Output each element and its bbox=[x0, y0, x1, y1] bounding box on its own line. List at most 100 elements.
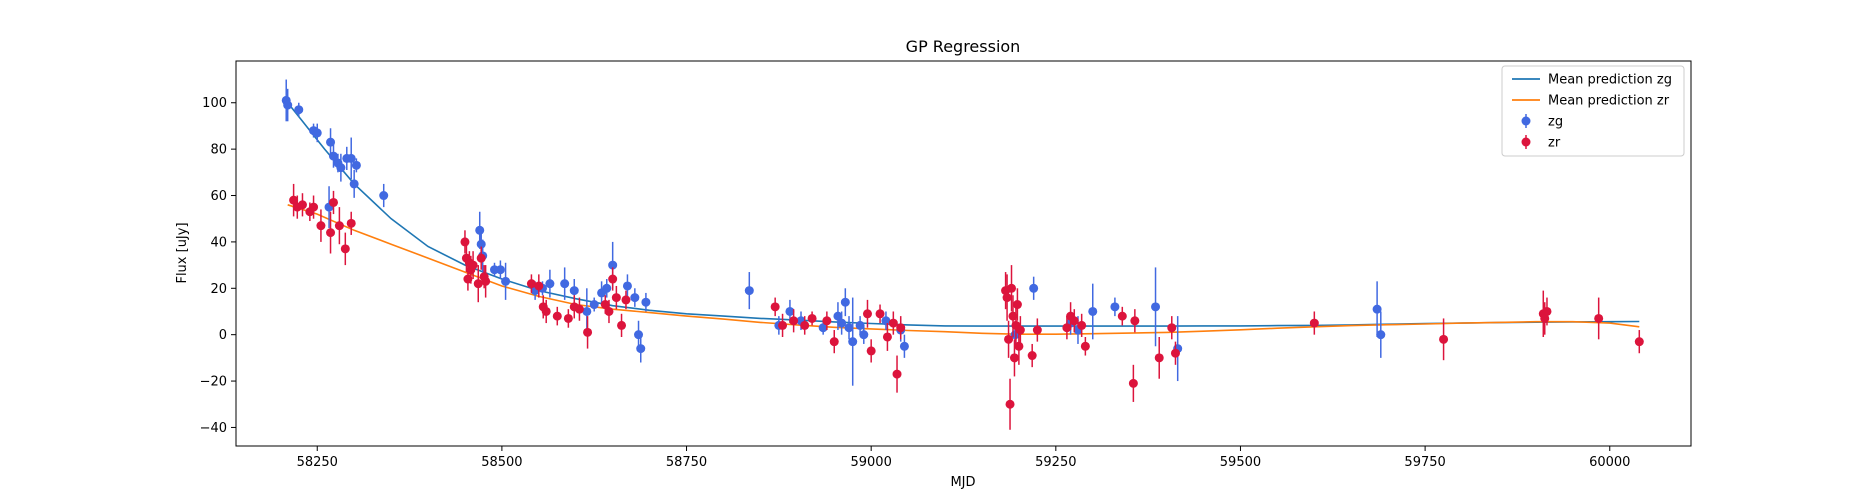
marker-zr bbox=[473, 279, 483, 289]
marker-zr bbox=[1542, 306, 1552, 316]
point-zr bbox=[1130, 309, 1140, 333]
marker-zg bbox=[833, 311, 843, 321]
legend-label-zr: zr bbox=[1548, 136, 1561, 151]
marker-zr bbox=[822, 316, 832, 326]
y-tick-label: −40 bbox=[200, 421, 227, 436]
point-zg bbox=[1151, 267, 1161, 347]
marker-zg bbox=[844, 323, 854, 333]
marker-zr bbox=[297, 200, 307, 210]
marker-zg bbox=[582, 306, 592, 316]
plot-frame bbox=[235, 60, 1692, 447]
marker-zg bbox=[475, 225, 485, 235]
x-tick-label: 59750 bbox=[1404, 455, 1445, 470]
marker-zg bbox=[545, 279, 555, 289]
point-zg bbox=[349, 170, 359, 198]
marker-zr bbox=[617, 320, 627, 330]
y-tick-label: 80 bbox=[210, 143, 227, 158]
point-zr bbox=[328, 190, 338, 215]
point-zr bbox=[1439, 318, 1449, 361]
marker-zr bbox=[600, 300, 610, 310]
marker-zr bbox=[583, 327, 593, 337]
marker-zr bbox=[1594, 313, 1604, 323]
y-tick-label: 0 bbox=[219, 328, 227, 343]
marker-zg bbox=[602, 283, 612, 293]
marker-zg bbox=[608, 260, 618, 270]
marker-zr bbox=[866, 346, 876, 356]
point-zr bbox=[1077, 313, 1087, 337]
marker-zr bbox=[1009, 353, 1019, 363]
point-zg bbox=[501, 262, 511, 300]
marker-zg bbox=[501, 276, 511, 286]
marker-zr bbox=[534, 281, 544, 291]
point-zg bbox=[545, 269, 555, 298]
marker-zr bbox=[1012, 300, 1022, 310]
point-zg bbox=[351, 158, 361, 173]
marker-zg bbox=[1110, 302, 1120, 312]
point-zr bbox=[866, 339, 876, 363]
marker-zr bbox=[328, 197, 338, 207]
x-axis-label: MJD bbox=[950, 475, 975, 490]
y-axis-label: Flux [uJy] bbox=[175, 222, 190, 283]
point-zr bbox=[1007, 265, 1017, 312]
point-zr bbox=[862, 299, 872, 328]
marker-zr bbox=[1117, 311, 1127, 321]
point-zr bbox=[1170, 341, 1180, 365]
point-zr bbox=[1080, 336, 1090, 356]
marker-zr bbox=[346, 218, 356, 228]
marker-zr bbox=[862, 309, 872, 319]
point-zr bbox=[1167, 316, 1177, 340]
marker-zr bbox=[1080, 341, 1090, 351]
y-tick-label: 100 bbox=[202, 96, 227, 111]
marker-zr bbox=[778, 320, 788, 330]
marker-zr bbox=[309, 202, 319, 212]
point-zr bbox=[807, 311, 817, 326]
point-zg bbox=[744, 272, 754, 310]
marker-zg bbox=[560, 279, 570, 289]
point-zg bbox=[630, 288, 640, 307]
point-zg bbox=[622, 274, 632, 298]
y-tick-label: 60 bbox=[210, 189, 227, 204]
marker-zr bbox=[1634, 337, 1644, 347]
marker-zr bbox=[896, 323, 906, 333]
marker-zr bbox=[1439, 334, 1449, 344]
point-zg bbox=[641, 292, 651, 312]
marker-zr bbox=[481, 276, 491, 286]
point-zr bbox=[1004, 320, 1014, 358]
marker-zr bbox=[334, 221, 344, 231]
point-zr bbox=[778, 313, 788, 337]
marker-zg bbox=[636, 344, 646, 354]
point-zr bbox=[1634, 330, 1644, 354]
point-zg bbox=[495, 260, 505, 280]
marker-zg bbox=[855, 320, 865, 330]
marker-zr bbox=[1170, 348, 1180, 358]
point-zr bbox=[289, 183, 299, 217]
marker-zr bbox=[1005, 399, 1015, 409]
marker-zr bbox=[1309, 318, 1319, 328]
marker-zg bbox=[379, 191, 389, 201]
marker-zr bbox=[604, 306, 614, 316]
legend: Mean prediction zg Mean prediction zr zg zr bbox=[1501, 65, 1685, 157]
legend-label-mean-prediction-zr: Mean prediction zr bbox=[1548, 94, 1670, 109]
point-zr bbox=[882, 323, 892, 351]
series-zr bbox=[289, 183, 1644, 430]
point-zg bbox=[324, 186, 334, 228]
marker-zr bbox=[1015, 325, 1025, 335]
point-zr bbox=[534, 274, 544, 298]
marker-zr bbox=[289, 195, 299, 205]
marker-zr bbox=[1007, 283, 1017, 293]
marker-zg bbox=[859, 330, 869, 340]
marker-zg bbox=[899, 341, 909, 351]
point-zr bbox=[604, 299, 614, 324]
marker-zg bbox=[283, 100, 293, 110]
marker-zg bbox=[294, 105, 304, 115]
marker-zr bbox=[1014, 341, 1024, 351]
point-zg bbox=[848, 297, 858, 386]
marker-zr bbox=[468, 260, 478, 270]
point-zr bbox=[583, 316, 593, 349]
point-zr bbox=[1542, 297, 1552, 326]
point-zr bbox=[822, 311, 832, 331]
y-tick-label: 20 bbox=[210, 282, 227, 297]
point-zr bbox=[460, 230, 470, 254]
point-zg bbox=[855, 316, 865, 335]
